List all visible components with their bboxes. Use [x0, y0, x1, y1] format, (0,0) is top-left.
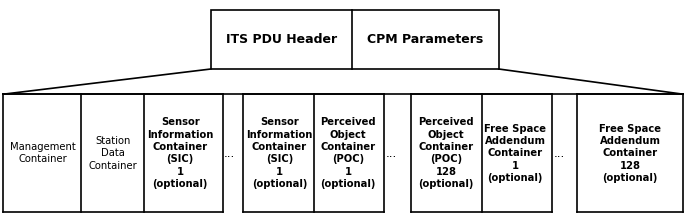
- Text: Free Space
Addendum
Container
128
(optional): Free Space Addendum Container 128 (optio…: [599, 124, 661, 183]
- Text: Perceived
Object
Container
(POC)
128
(optional): Perceived Object Container (POC) 128 (op…: [418, 117, 474, 189]
- Text: Free Space
Addendum
Container
1
(optional): Free Space Addendum Container 1 (optiona…: [484, 124, 546, 183]
- Text: CPM Parameters: CPM Parameters: [367, 33, 484, 46]
- Text: Management
Container: Management Container: [10, 142, 75, 164]
- Text: ...: ...: [553, 147, 564, 160]
- Text: ...: ...: [224, 147, 235, 160]
- Text: Station
Data
Container: Station Data Container: [88, 136, 138, 171]
- Text: ...: ...: [386, 147, 397, 160]
- Text: Perceived
Object
Container
(POC)
1
(optional): Perceived Object Container (POC) 1 (opti…: [320, 117, 376, 189]
- Text: Sensor
Information
Container
(SIC)
1
(optional): Sensor Information Container (SIC) 1 (op…: [147, 117, 213, 189]
- Bar: [211, 10, 499, 69]
- Text: Sensor
Information
Container
(SIC)
1
(optional): Sensor Information Container (SIC) 1 (op…: [247, 117, 312, 189]
- Text: ITS PDU Header: ITS PDU Header: [226, 33, 337, 46]
